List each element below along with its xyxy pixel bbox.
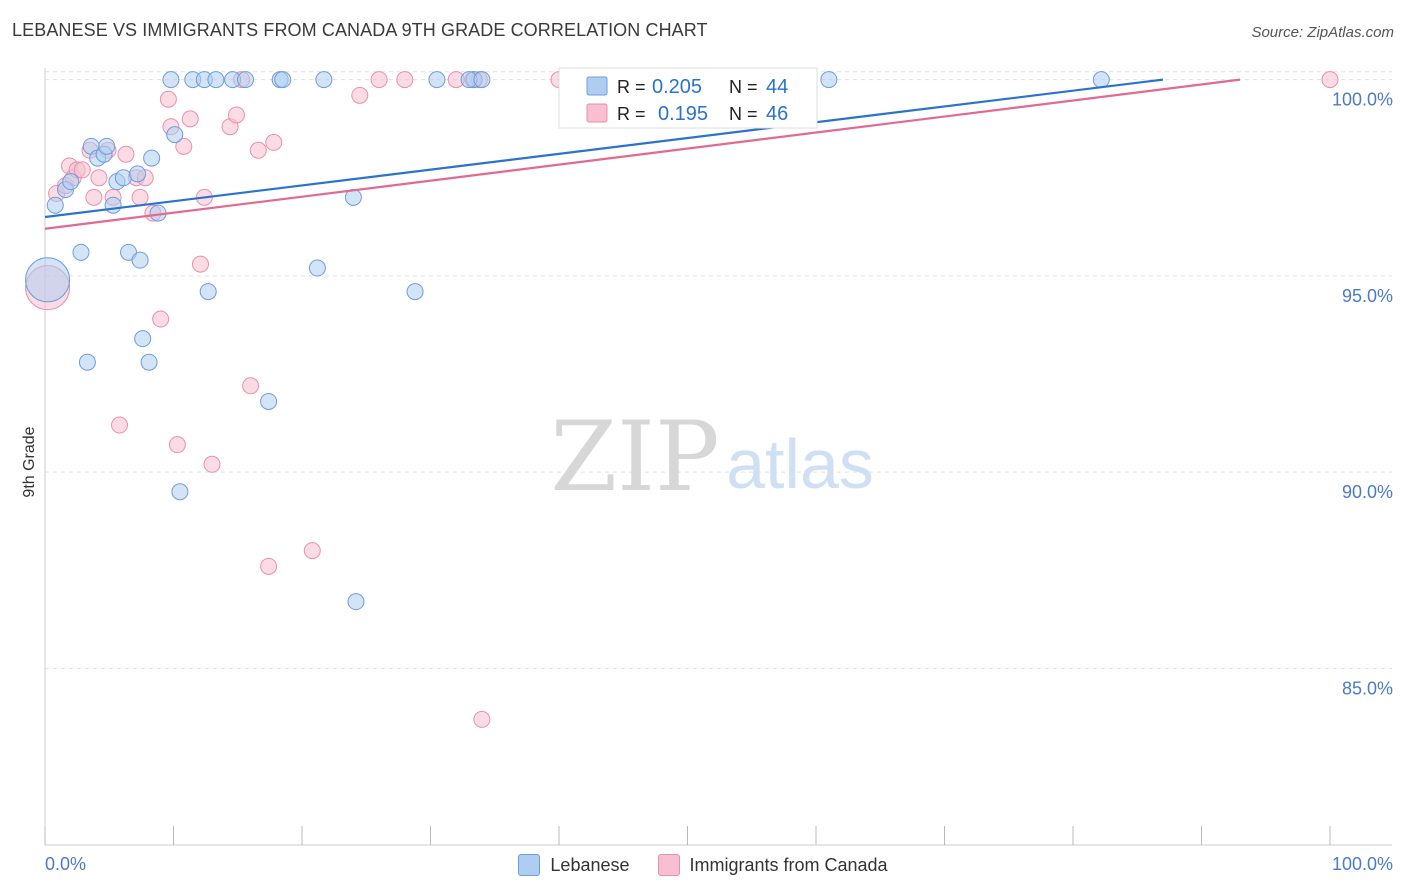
point-immigrants-from-canada [249,141,267,159]
y-tick-label: 95.0% [1342,286,1393,306]
axes [44,68,1392,846]
legend-label-lebanese: Lebanese [550,854,630,875]
point-immigrants-from-canada [131,188,149,206]
point-immigrants-from-canada [111,416,129,434]
y-tick-label: 100.0% [1332,90,1393,110]
y-axis-label: 9th Grade [21,426,38,497]
point-lebanese [143,149,161,167]
point-lebanese [78,353,96,371]
source-label: Source: ZipAtlas.com [1251,24,1394,41]
legend-label-immigrants: Immigrants from Canada [689,854,888,875]
point-immigrants-from-canada [396,71,414,89]
point-lebanese [72,243,90,261]
point-lebanese [236,71,254,89]
point-immigrants-from-canada [260,557,278,575]
x-tick-label-max: 100.0% [1332,854,1393,874]
legend-item-lebanese[interactable]: Lebanese [518,854,630,876]
point-immigrants-from-canada [85,188,103,206]
point-lebanese [134,330,152,348]
stats-r-value-lebanese: 0.205 [652,76,702,98]
point-lebanese [428,71,446,89]
point-immigrants-from-canada [303,542,321,560]
point-immigrants-from-canada [175,137,193,155]
stats-r-label-immigrants: R = [617,104,646,124]
trend-line-lebanese [44,78,1164,219]
stats-n-value-immigrants: 46 [766,103,788,125]
legend: Lebanese Immigrants from Canada [0,851,1406,879]
point-immigrants-from-canada [1321,71,1339,89]
series-immigrants-from-canada [25,71,1339,728]
stats-n-value-lebanese: 44 [766,76,788,98]
point-lebanese [315,71,333,89]
point-lebanese [473,71,491,89]
stats-r-label-lebanese: R = [617,77,646,97]
point-lebanese [162,71,180,89]
tick-labels: 100.0% 95.0% 90.0% 85.0% 0.0% 100.0% [45,90,1393,874]
x-tick-label-min: 0.0% [45,854,86,874]
legend-swatch-lebanese [518,854,541,876]
point-lebanese [166,126,184,144]
point-lebanese [140,353,158,371]
point-lebanese [207,71,225,89]
point-lebanese [171,483,189,501]
point-immigrants-from-canada [117,145,135,163]
point-immigrants-from-canada [265,133,283,151]
point-immigrants-from-canada [73,161,91,179]
stats-r-value-immigrants: 0.195 [658,103,708,125]
point-immigrants-from-canada [370,71,388,89]
watermark: ZIP atlas [550,401,874,513]
stats-swatch-lebanese [586,76,608,96]
point-immigrants-from-canada [351,86,369,104]
point-lebanese [104,196,122,214]
point-immigrants-from-canada [227,106,245,124]
point-lebanese [46,196,64,214]
point-lebanese [1092,71,1110,89]
point-immigrants-from-canada [242,377,260,395]
point-lebanese [260,392,278,410]
watermark-zip: ZIP [550,401,719,513]
point-immigrants-from-canada [473,710,491,728]
point-lebanese [199,283,217,301]
point-immigrants-from-canada [191,255,209,273]
grid-lines [45,71,1392,669]
point-lebanese [308,259,326,277]
y-tick-label: 85.0% [1342,678,1393,698]
y-tick-label: 90.0% [1342,482,1393,502]
stats-n-label-lebanese: N = [729,77,758,97]
point-lebanese [347,593,365,611]
stats-box: R = 0.205 N = 44 R = 0.195 N = 46 [558,67,818,129]
point-lebanese [62,173,80,191]
point-immigrants-from-canada [159,90,177,108]
point-lebanese [98,137,116,155]
watermark-atlas: atlas [726,425,874,503]
point-immigrants-from-canada [203,455,221,473]
legend-swatch-immigrants [657,854,680,876]
point-lebanese [131,251,149,269]
chart-title: LEBANESE VS IMMIGRANTS FROM CANADA 9TH G… [12,20,708,40]
point-immigrants-from-canada [152,310,170,328]
point-lebanese [820,71,838,89]
legend-item-immigrants-from-canada[interactable]: Immigrants from Canada [657,854,888,876]
stats-swatch-immigrants [586,103,608,123]
stats-n-label-immigrants: N = [729,104,758,124]
trend-lines [44,78,1241,230]
point-immigrants-from-canada [90,169,108,187]
point-lebanese [274,71,292,89]
trend-line-immigrants-from-canada [44,78,1241,230]
point-immigrants-from-canada [168,436,186,454]
point-lebanese [129,165,147,183]
point-immigrants-from-canada [181,110,199,128]
point-lebanese [25,257,71,303]
point-lebanese [406,283,424,301]
point-lebanese [114,169,132,187]
